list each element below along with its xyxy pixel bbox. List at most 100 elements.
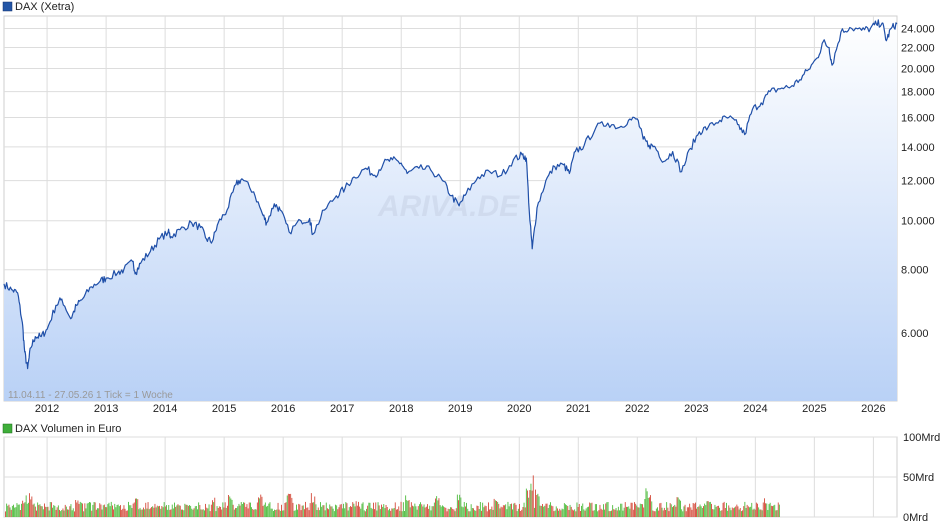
volume-bar <box>29 493 30 517</box>
volume-bar <box>258 497 259 517</box>
volume-bar <box>348 507 350 517</box>
volume-bar <box>462 507 464 517</box>
volume-bar <box>91 510 93 517</box>
volume-bar <box>772 506 773 517</box>
price-x-tick-labels: 2012 2013 2014 2015 2016 2017 2018 2019 2020 2021… <box>35 403 886 415</box>
volume-bar <box>45 506 47 517</box>
volume-bar <box>507 501 509 517</box>
volume-bar <box>275 510 277 517</box>
volume-bar <box>390 510 392 517</box>
volume-bar <box>98 508 100 517</box>
volume-bar <box>419 504 420 517</box>
volume-bar <box>297 509 298 517</box>
volume-bar <box>726 502 727 517</box>
volume-bar <box>335 504 336 517</box>
price-y-tick-label: 16.000 <box>901 112 935 124</box>
volume-bar <box>764 498 765 517</box>
volume-bar <box>274 509 275 517</box>
volume-bar <box>592 510 594 517</box>
volume-bar <box>768 504 770 517</box>
volume-bar <box>341 508 343 517</box>
price-legend-label: DAX (Xetra) <box>15 1 74 13</box>
volume-bar <box>594 504 596 517</box>
volume-bar <box>570 506 572 517</box>
volume-bar <box>63 510 65 517</box>
volume-bar <box>26 503 28 517</box>
volume-bar <box>356 505 358 517</box>
volume-bar <box>82 503 83 517</box>
volume-bar <box>581 505 582 517</box>
volume-bar <box>344 508 346 517</box>
volume-bar <box>102 505 104 517</box>
volume-bar <box>659 503 661 517</box>
volume-bar <box>132 503 134 517</box>
volume-bar <box>392 508 394 517</box>
volume-bar <box>582 503 584 517</box>
volume-bar <box>412 505 413 517</box>
volume-bar <box>169 509 171 517</box>
volume-bar <box>746 504 748 517</box>
volume-bar <box>137 499 139 517</box>
volume-bar <box>776 510 778 517</box>
volume-bar <box>543 506 545 517</box>
volume-bar <box>185 504 187 517</box>
volume-bar <box>422 506 424 517</box>
volume-bar <box>677 497 679 517</box>
volume-bar <box>55 509 57 517</box>
volume-bar <box>204 510 205 517</box>
volume-bar <box>290 493 292 517</box>
volume-bar <box>730 510 732 517</box>
volume-bar <box>484 505 486 517</box>
volume-bar <box>777 502 779 517</box>
volume-bar <box>499 508 501 517</box>
volume-bar <box>451 507 453 517</box>
volume-bar <box>624 502 626 517</box>
volume-bar <box>413 506 415 517</box>
volume-bar <box>80 502 82 517</box>
volume-y-tick-label: 0Mrd <box>903 512 928 524</box>
volume-bar <box>461 506 463 517</box>
volume-bar <box>9 507 11 517</box>
volume-bar <box>448 509 450 517</box>
volume-bar <box>192 509 194 517</box>
volume-bar <box>72 508 74 517</box>
volume-bar <box>400 501 402 517</box>
volume-bar <box>94 502 96 517</box>
price-x-tick-label: 2024 <box>743 403 767 415</box>
volume-bar <box>486 511 488 517</box>
price-area-group <box>4 19 897 402</box>
volume-bar <box>17 504 19 517</box>
volume-bar <box>389 508 390 517</box>
volume-bar <box>674 504 676 517</box>
volume-bar <box>666 502 668 517</box>
volume-bar <box>214 497 216 517</box>
volume-bar <box>44 503 45 517</box>
volume-bar <box>353 503 355 517</box>
volume-bar <box>306 507 308 517</box>
volume-bar <box>379 509 381 517</box>
volume-bar <box>84 503 86 517</box>
volume-bar <box>463 502 465 517</box>
volume-bar <box>714 504 716 517</box>
volume-bar <box>704 503 706 517</box>
volume-bar <box>439 505 441 517</box>
volume-bar <box>577 507 579 517</box>
volume-bar <box>757 503 758 517</box>
volume-bar <box>113 509 114 517</box>
price-legend: DAX (Xetra) <box>2 1 74 13</box>
volume-bar <box>60 511 62 517</box>
volume-bar <box>108 502 110 517</box>
volume-bar <box>224 502 226 517</box>
volume-bar <box>770 505 772 517</box>
volume-bar <box>532 475 534 517</box>
volume-bar <box>454 511 456 517</box>
volume-bar <box>346 503 348 517</box>
volume-bar <box>90 502 91 517</box>
volume-bar <box>338 507 340 517</box>
volume-bar <box>735 506 737 517</box>
volume-bar <box>634 502 635 517</box>
volume-bar <box>312 502 313 517</box>
volume-bar <box>10 509 12 517</box>
volume-bar <box>404 511 405 517</box>
volume-bar <box>531 490 533 517</box>
